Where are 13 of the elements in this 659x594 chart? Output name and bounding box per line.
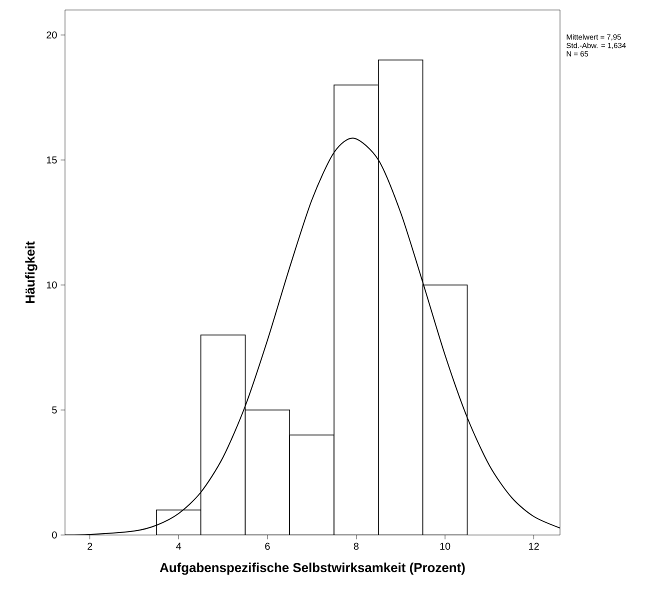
y-tick-label: 15	[46, 156, 57, 164]
y-tick-label: 0	[52, 531, 57, 539]
x-tick-label: 8	[354, 542, 359, 550]
y-axis-title: Häufigkeit	[25, 241, 38, 303]
x-axis-title: Aufgabenspezifische Selbstwirksamkeit (Prozent)	[160, 562, 465, 575]
x-tick-label: 6	[265, 542, 270, 550]
x-tick-label: 2	[88, 542, 92, 550]
y-tick-label: 10	[46, 281, 57, 289]
x-tick-label: 12	[529, 542, 539, 550]
y-tick-label: 20	[46, 31, 57, 39]
x-tick-label: 4	[176, 542, 182, 550]
y-tick-label: 5	[52, 406, 57, 414]
x-tick-label: 10	[440, 542, 450, 550]
